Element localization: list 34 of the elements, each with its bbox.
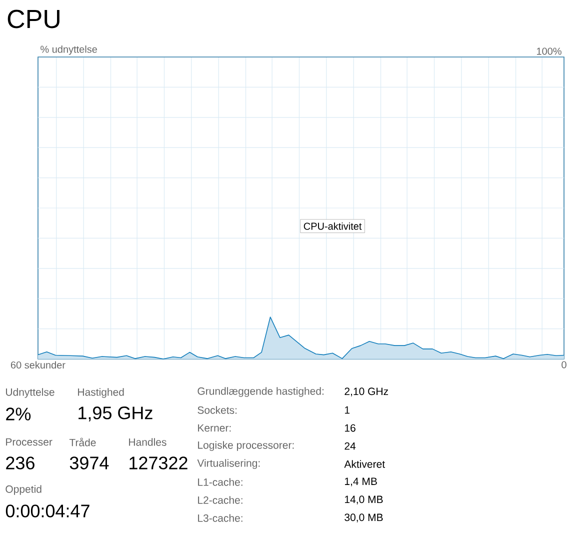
text: L2-cache: [198,496,242,504]
text: Handles [129,438,166,446]
text: 2% [6,408,31,420]
text: Sockets: [198,406,237,414]
text: 100% [536,48,562,55]
text: 1,95 GHz [78,406,152,422]
x-tick-label: 0 [562,361,566,368]
text: CPU-aktivitet [304,222,362,230]
text: 1,4 MB [345,478,377,486]
text: Grundlæggende hastighed: [198,387,324,397]
text: 2,10 GHz [344,388,388,396]
text: 24 [344,442,356,450]
text: Udnyttelse [6,388,54,398]
text: 1 [345,406,350,414]
text: Virtualisering: [197,459,260,469]
text: % udnyttelse [40,45,97,55]
text: Logiske processorer: [198,441,294,451]
text: 236 [6,456,34,470]
text: Oppetid [6,485,42,495]
text: 127322 [130,456,188,470]
x-tick-label: 60 sekunder [10,361,66,369]
text: Tråde [69,438,96,446]
text: Hastighed [78,388,124,398]
text: Processer [6,438,52,446]
text: 16 [345,424,356,432]
text: Aktiveret [344,460,385,468]
text: 30,0 MB [344,514,383,522]
text: Kerner: [198,424,231,432]
text: 3974 [70,456,109,470]
text: 14,0 MB [345,496,383,504]
text: 0:00:04:47 [6,504,90,518]
chart-title: CPU [8,10,60,28]
text: L3-cache: [198,514,242,522]
text: L1-cache: [198,478,242,486]
